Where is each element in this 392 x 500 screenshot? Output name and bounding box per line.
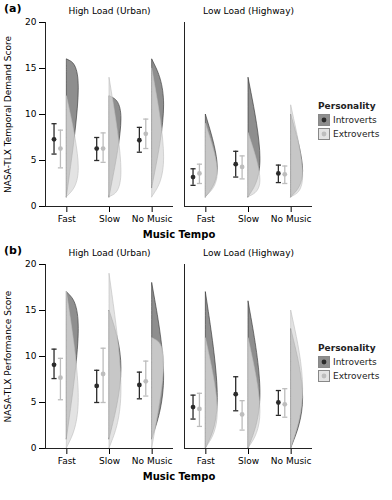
svg-text:Fast: Fast (197, 456, 216, 466)
svg-text:High Load (Urban): High Load (Urban) (68, 6, 150, 16)
svg-text:15: 15 (25, 305, 36, 315)
html-text:Extroverts: Extroverts (333, 128, 380, 139)
svg-text:No Music: No Music (132, 456, 173, 466)
svg-text:20: 20 (25, 17, 37, 27)
svg-text:5: 5 (31, 155, 37, 165)
svg-text:Slow: Slow (238, 214, 259, 224)
svg-text:10: 10 (25, 109, 37, 119)
svg-text:No Music: No Music (271, 214, 312, 224)
svg-text:Low Load (Highway): Low Load (Highway) (203, 248, 294, 258)
svg-text:Fast: Fast (58, 456, 77, 466)
html-text:Introverts: Introverts (333, 356, 377, 367)
svg-text:NASA-TLX Performance Score: NASA-TLX Performance Score (3, 290, 13, 422)
svg-text:High Load (Urban): High Load (Urban) (68, 248, 150, 258)
svg-text:NASA-TLX Temporal Demand Score: NASA-TLX Temporal Demand Score (3, 36, 13, 193)
svg-text:0: 0 (31, 443, 37, 453)
html-text:(a): (a) (4, 2, 22, 15)
svg-text:Low Load (Highway): Low Load (Highway) (203, 6, 294, 16)
html-text:Music Tempo: Music Tempo (142, 471, 216, 482)
svg-text:Fast: Fast (197, 214, 216, 224)
svg-text:15: 15 (25, 63, 36, 73)
html-text:Personality: Personality (318, 342, 376, 353)
svg-text:5: 5 (31, 397, 37, 407)
svg-text:20: 20 (25, 259, 37, 269)
svg-text:Fast: Fast (58, 214, 77, 224)
html-text:Extroverts: Extroverts (333, 370, 380, 381)
svg-text:10: 10 (25, 351, 37, 361)
svg-text:0: 0 (31, 201, 37, 211)
svg-text:No Music: No Music (271, 456, 312, 466)
html-text:(b): (b) (4, 244, 22, 257)
html-text:Introverts: Introverts (333, 114, 377, 125)
svg-text:Slow: Slow (99, 214, 120, 224)
svg-text:No Music: No Music (132, 214, 173, 224)
svg-text:Slow: Slow (99, 456, 120, 466)
html-text:Personality: Personality (318, 100, 376, 111)
svg-text:Slow: Slow (238, 456, 259, 466)
html-text:Music Tempo: Music Tempo (142, 229, 216, 240)
